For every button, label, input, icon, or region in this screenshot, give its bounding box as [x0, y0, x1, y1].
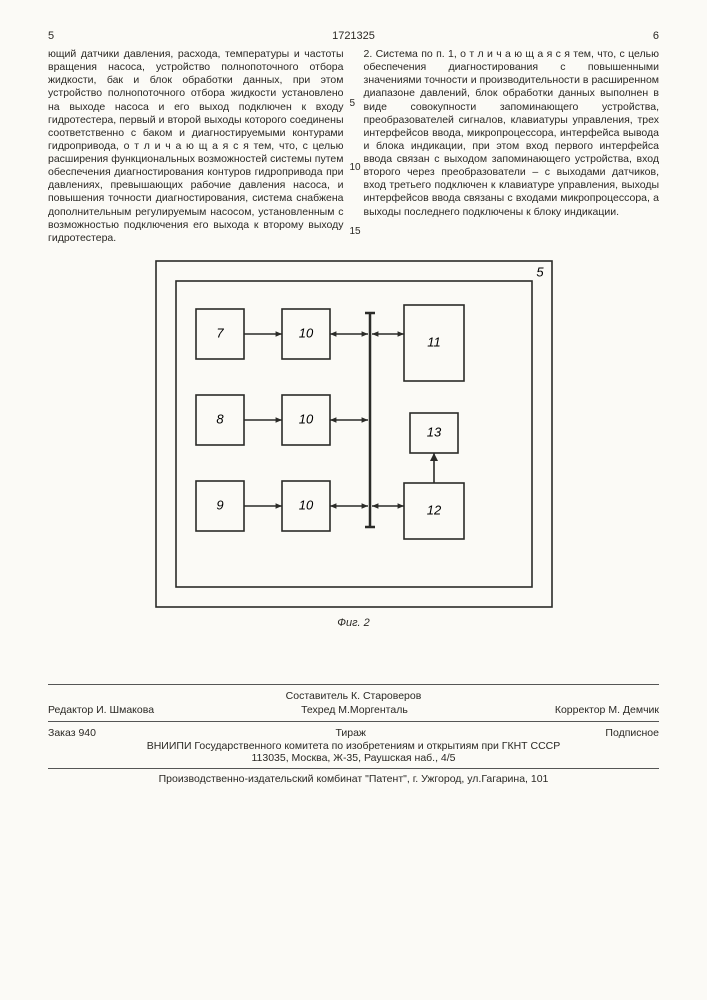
corrector: Корректор М. Демчик — [555, 704, 659, 716]
svg-text:13: 13 — [426, 424, 441, 439]
addr-line: 113035, Москва, Ж-35, Раушская наб., 4/5 — [48, 752, 659, 764]
line-mark-5: 5 — [350, 98, 356, 111]
patent-number: 1721325 — [332, 30, 375, 42]
tirage: Тираж — [335, 727, 366, 739]
svg-text:7: 7 — [216, 325, 224, 340]
left-column: ющий датчики давления, расхода, температ… — [48, 48, 344, 245]
credits-block: Составитель К. Староверов Редактор И. Шм… — [48, 679, 659, 785]
order: Заказ 940 — [48, 727, 96, 739]
svg-text:5: 5 — [536, 264, 544, 279]
page-num-left: 5 — [48, 30, 54, 42]
editor: Редактор И. Шмакова — [48, 704, 154, 716]
svg-text:12: 12 — [426, 502, 441, 517]
credit-row-compiler: Составитель К. Староверов — [48, 689, 659, 703]
line-mark-15: 15 — [350, 226, 361, 239]
svg-text:10: 10 — [298, 497, 313, 512]
page-header: 5 1721325 6 — [48, 30, 659, 42]
svg-text:8: 8 — [216, 411, 224, 426]
org-line: ВНИИПИ Государственного комитета по изоб… — [48, 740, 659, 752]
publisher-line: Производственно-издательский комбинат "П… — [48, 773, 659, 785]
svg-text:9: 9 — [216, 497, 223, 512]
compiler: Составитель К. Староверов — [286, 690, 422, 702]
page-num-right: 6 — [653, 30, 659, 42]
divider — [48, 684, 659, 685]
page: 5 1721325 6 ющий датчики давления, расхо… — [0, 0, 707, 1000]
techred: Техред М.Моргенталь — [301, 704, 408, 716]
divider — [48, 768, 659, 769]
column-text-right: 2. Система по п. 1, о т л и ч а ю щ а я … — [364, 48, 660, 218]
credit-row-order: Заказ 940 Тираж Подписное — [48, 726, 659, 740]
figure-2-diagram: 5 7 8 9 10 10 10 11 12 13 — [154, 259, 554, 609]
svg-text:10: 10 — [298, 411, 313, 426]
figure-container: 5 7 8 9 10 10 10 11 12 13 — [48, 259, 659, 609]
svg-text:10: 10 — [298, 325, 313, 340]
right-column: 5 10 15 2. Система по п. 1, о т л и ч а … — [364, 48, 660, 245]
figure-caption: Фиг. 2 — [48, 617, 659, 629]
line-mark-10: 10 — [350, 162, 361, 175]
divider — [48, 721, 659, 722]
column-text-left: ющий датчики давления, расхода, температ… — [48, 48, 344, 244]
credit-row-staff: Редактор И. Шмакова Техред М.Моргенталь … — [48, 703, 659, 717]
subscription: Подписное — [605, 727, 659, 739]
svg-text:11: 11 — [427, 334, 441, 349]
text-columns: ющий датчики давления, расхода, температ… — [48, 48, 659, 245]
